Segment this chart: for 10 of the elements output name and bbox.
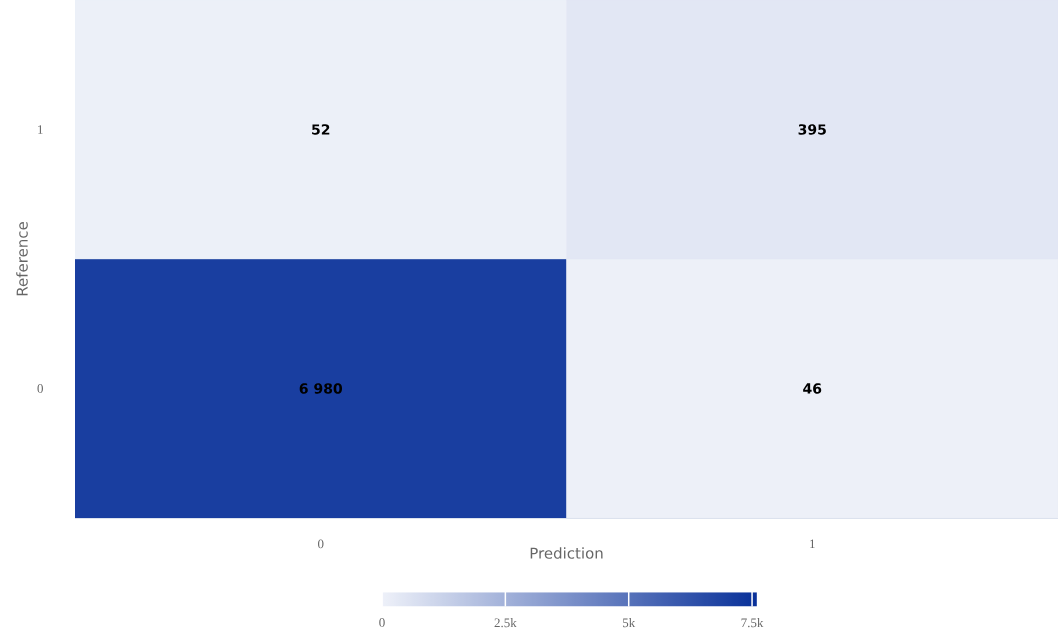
color-bar-label: 0 (379, 618, 385, 627)
color-bar-label: 5k (622, 618, 636, 628)
data-label: 395 (798, 124, 826, 135)
color-bar-label: 7.5k (741, 618, 764, 628)
x-axis-title: Prediction (530, 547, 603, 559)
color-bar-label: 2.5k (494, 618, 517, 628)
data-label: 46 (803, 383, 822, 394)
y-axis-title: Reference (16, 222, 28, 296)
data-label: 52 (312, 124, 330, 135)
data-label: 6 980 (299, 383, 343, 394)
